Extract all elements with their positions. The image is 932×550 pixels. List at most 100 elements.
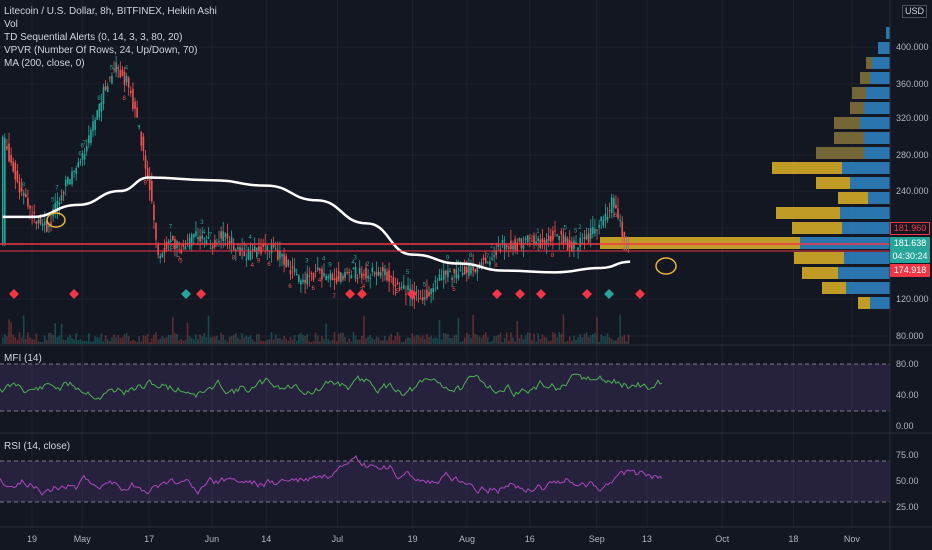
volume-bar: [54, 323, 57, 344]
volume-bar: [29, 337, 31, 344]
candle-body: [293, 268, 296, 273]
volume-bar: [169, 334, 172, 344]
candle-body: [604, 213, 607, 221]
candle-body: [316, 267, 319, 270]
candle-body: [560, 230, 563, 235]
candle-body: [400, 286, 403, 288]
volume-bar: [478, 336, 481, 344]
volume-bar: [92, 341, 94, 344]
candle-body: [571, 242, 573, 252]
volume-bar: [392, 340, 395, 344]
td-count-label: 3: [244, 246, 248, 252]
td-diamond-marker: [407, 289, 417, 299]
candle-body: [472, 263, 474, 271]
volume-bar: [73, 339, 75, 344]
volume-bar: [134, 341, 136, 344]
td-diamond-marker: [604, 289, 614, 299]
volume-bar: [619, 314, 621, 344]
volume-bar: [25, 338, 27, 344]
time-axis: 19 May 17 Jun 14 Jul 19 Aug 16 Sep 13 Oct 18 Nov: [27, 534, 860, 544]
volume-bar: [346, 341, 348, 344]
volume-bar: [69, 334, 71, 344]
volume-bar: [111, 337, 113, 344]
volume-bar: [514, 341, 516, 344]
candle-body: [491, 258, 493, 260]
td-count-label: 8: [97, 96, 101, 102]
volume-bar: [356, 339, 359, 344]
candle-body: [367, 275, 369, 279]
candle-body: [155, 222, 157, 240]
volume-bar: [526, 332, 529, 344]
candle-body: [421, 297, 424, 301]
volume-bar: [602, 336, 605, 344]
volume-bar: [203, 332, 206, 344]
candle-body: [37, 219, 40, 224]
volume-bar: [319, 341, 321, 344]
candle-body: [245, 258, 248, 260]
volume-bar: [239, 339, 241, 344]
vpvr-down-bar: [842, 162, 890, 174]
volume-bar: [262, 341, 264, 344]
candle-body: [270, 244, 273, 254]
volume-bar: [537, 333, 540, 344]
candle-body: [384, 268, 386, 276]
volume-bar: [556, 337, 558, 344]
volume-bar: [142, 335, 145, 344]
volume-bar: [440, 339, 443, 344]
vpvr-down-bar: [870, 72, 890, 84]
legend-rsi: RSI (14, close): [4, 441, 71, 452]
candle-body: [304, 279, 306, 284]
volume-bar: [155, 332, 157, 344]
candle-body: [125, 76, 128, 83]
candle-body: [583, 237, 586, 240]
candle-body: [67, 177, 69, 185]
volume-bar: [245, 335, 248, 344]
td-diamond-marker: [536, 289, 546, 299]
price-tick: 240.000: [896, 186, 929, 196]
td-count-label: 4: [322, 256, 326, 262]
td-count-label: 4: [362, 284, 366, 290]
volume-bar: [48, 332, 50, 344]
volume-bar: [512, 337, 514, 344]
vpvr-up-bar: [772, 162, 842, 174]
time-tick: Aug: [459, 534, 475, 544]
td-count-label: 6: [78, 151, 82, 157]
candle-body: [344, 271, 346, 278]
volume-bar: [522, 339, 525, 344]
vpvr-down-bar: [886, 27, 890, 39]
volume-bar: [199, 334, 201, 344]
candle-body: [247, 249, 250, 259]
volume-bar: [90, 341, 92, 344]
oscillator-tick: 0.00: [896, 421, 914, 431]
volume-bar: [491, 340, 493, 344]
td-count-label: 9: [257, 258, 261, 264]
volume-bar: [386, 340, 388, 344]
candle-body: [476, 266, 479, 273]
td-count-label: 8: [232, 255, 236, 261]
volume-bar: [577, 337, 579, 344]
candle-body: [522, 245, 525, 249]
candle-body: [480, 262, 483, 267]
volume-bar: [180, 338, 183, 344]
candle-body: [298, 275, 300, 282]
candle-body: [88, 135, 90, 144]
volume-bar: [174, 332, 176, 344]
volume-bar: [598, 341, 600, 344]
vpvr-down-bar: [872, 57, 890, 69]
volume-bar: [329, 341, 332, 344]
currency-label[interactable]: USD: [902, 5, 928, 18]
candle-body: [608, 210, 611, 212]
volume-bar: [520, 334, 523, 344]
volume-bar: [417, 335, 420, 344]
volume-bar: [480, 337, 483, 344]
volume-bar: [165, 337, 168, 344]
volume-bar: [316, 335, 319, 344]
volume-bar: [337, 333, 340, 344]
candle-body: [1, 136, 4, 244]
volume-bar: [218, 340, 220, 344]
candle-body: [46, 219, 48, 232]
volume-bar: [83, 340, 86, 344]
td-count-label: 3: [354, 256, 358, 262]
volume-bar: [369, 334, 372, 344]
